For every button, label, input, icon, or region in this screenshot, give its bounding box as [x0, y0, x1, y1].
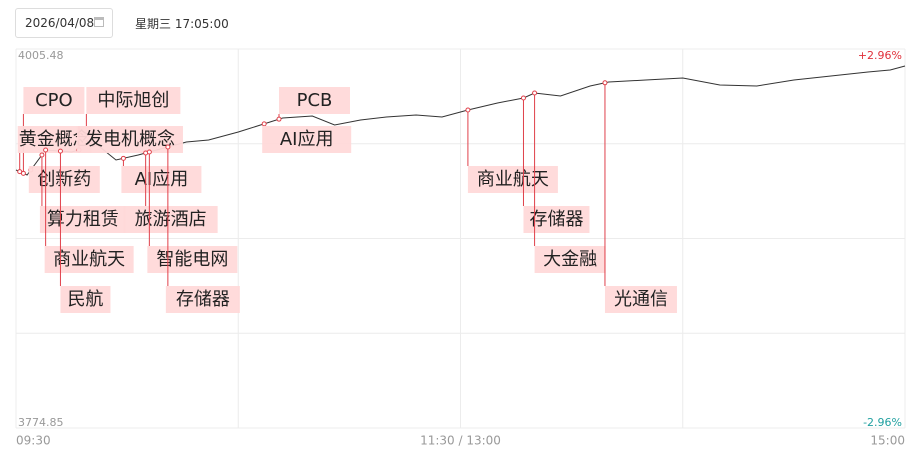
annotation-box	[278, 87, 350, 114]
annotation-box	[123, 206, 218, 233]
annotation-box	[165, 286, 240, 313]
annotation-label: 民航	[67, 289, 103, 310]
annotation: AI应用	[120, 155, 202, 193]
annotation-point	[276, 116, 282, 122]
x-tick-label: 09:30	[16, 434, 51, 448]
annotation-box	[23, 87, 85, 114]
annotation: 发电机概念	[76, 126, 183, 153]
y-tick-label: 3774.85	[18, 416, 64, 429]
annotation-box	[467, 166, 558, 193]
annotation: 商业航天	[465, 107, 558, 193]
annotation-box	[39, 206, 126, 233]
annotation: 存储器	[165, 144, 240, 313]
annotation-label: 黄金概念	[19, 128, 91, 150]
annotation-label: 中际旭创	[97, 90, 169, 111]
annotation: 智能电网	[146, 149, 238, 273]
annotation-box	[44, 246, 134, 273]
annotation: CPO	[20, 87, 85, 176]
date-picker[interactable]: 2026/04/08	[15, 8, 113, 38]
annotation-label: 商业航天	[53, 249, 125, 270]
annotation-label: CPO	[35, 90, 73, 111]
annotation-point	[532, 90, 538, 96]
calendar-icon	[94, 17, 104, 27]
date-text: 2026/04/08	[25, 16, 95, 30]
annotation-box	[76, 126, 183, 153]
annotation-point	[20, 170, 26, 176]
annotation: 算力租赁	[39, 152, 126, 233]
annotation-label: 大金融	[543, 249, 597, 270]
annotation-point	[57, 148, 63, 154]
y2-tick-label: -2.96%	[863, 416, 902, 429]
x-tick-label: 11:30 / 13:00	[420, 434, 501, 448]
annotation-label: PCB	[297, 90, 333, 111]
annotation-box	[60, 286, 111, 313]
annotation-label: 智能电网	[156, 249, 228, 270]
y2-tick-label: +2.96%	[858, 49, 902, 62]
annotation-point	[602, 80, 608, 86]
annotation-label: 存储器	[176, 289, 230, 310]
annotation-point	[165, 144, 171, 150]
annotation-point	[28, 167, 34, 173]
annotation: AI应用	[261, 121, 352, 153]
annotation: 黄金概念	[17, 126, 92, 175]
annotation-label: 存储器	[529, 209, 583, 230]
x-tick-label: 15:00	[870, 434, 905, 448]
annotation-label: 创新药	[37, 169, 91, 190]
annotation-box	[534, 246, 606, 273]
y-tick-label: 4005.48	[18, 49, 64, 62]
annotation-box	[523, 206, 590, 233]
annotation-label: 发电机概念	[85, 128, 175, 150]
annotation: PCB	[276, 87, 350, 122]
datetime-text: 星期三 17:05:00	[135, 17, 229, 31]
annotation-box	[17, 126, 92, 153]
annotation-label: AI应用	[280, 129, 334, 150]
annotation-box	[604, 286, 677, 313]
annotation-point	[83, 145, 89, 151]
annotation-label: AI应用	[135, 169, 189, 190]
annotation-point	[261, 121, 267, 127]
annotation-label: 旅游酒店	[135, 209, 207, 230]
annotation-box	[262, 126, 352, 153]
annotation-box	[147, 246, 238, 273]
price-line	[15, 65, 906, 176]
annotation-point	[120, 155, 126, 161]
annotation-box	[121, 166, 202, 193]
annotation-label: 商业航天	[477, 169, 549, 190]
annotation-point	[143, 150, 149, 156]
annotation-box	[86, 87, 181, 114]
annotation: 民航	[57, 148, 111, 313]
annotation: 商业航天	[43, 147, 134, 273]
annotation: 创新药	[28, 166, 100, 193]
annotation-point	[520, 95, 526, 101]
annotation-point	[17, 169, 23, 175]
annotation: 中际旭创	[83, 87, 181, 151]
annotation-box	[28, 166, 100, 193]
annotation-label: 算力租赁	[47, 209, 119, 230]
annotation-point	[39, 152, 45, 158]
annotation: 光通信	[602, 80, 677, 313]
annotation: 旅游酒店	[123, 150, 218, 233]
annotation-point	[465, 107, 471, 113]
annotation-point	[76, 147, 82, 153]
annotation: 大金融	[532, 90, 606, 273]
annotation-point	[43, 147, 49, 153]
annotation-label: 光通信	[614, 289, 668, 310]
annotation-point	[146, 149, 152, 155]
annotation: 存储器	[520, 95, 590, 233]
